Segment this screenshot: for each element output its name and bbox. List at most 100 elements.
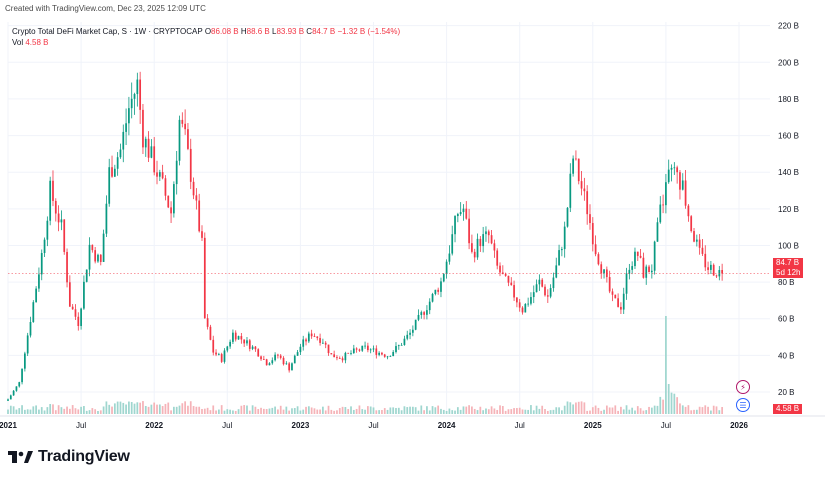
candle-body — [659, 204, 662, 223]
volume-bar — [310, 407, 313, 414]
volume-bar — [636, 406, 639, 414]
volume-bar — [603, 409, 605, 414]
volume-bar — [299, 410, 302, 414]
volume-bar — [561, 410, 563, 414]
tradingview-logo[interactable]: TradingView — [8, 448, 130, 466]
volume-bar — [597, 407, 600, 414]
candle-body — [268, 363, 271, 366]
volume-bar — [650, 407, 653, 414]
candle-body — [656, 222, 659, 242]
candle-body — [12, 390, 15, 396]
us-flag-icon[interactable]: ☰ — [736, 398, 750, 412]
volume-bar — [313, 408, 316, 414]
candle-body — [518, 302, 521, 308]
volume-bar — [83, 406, 85, 414]
y-tick-label: 60 B — [778, 315, 794, 324]
volume-bar — [338, 408, 341, 414]
candle-body — [29, 322, 32, 336]
low-value: 83.93 B — [276, 27, 305, 36]
volume-bar — [282, 409, 285, 414]
volume-bar — [262, 408, 265, 414]
volume-bar — [189, 401, 192, 414]
candle-body — [636, 251, 639, 256]
candle-body — [38, 274, 40, 289]
volume-bar — [108, 404, 111, 414]
volume-bar — [555, 407, 558, 414]
candle-body — [591, 223, 594, 245]
volume-value: 4.58 B — [25, 38, 49, 47]
candle-body — [710, 264, 712, 270]
volume-bar — [240, 405, 243, 414]
volume-bar — [355, 408, 358, 414]
candle-body — [445, 261, 448, 275]
volume-bar — [513, 408, 515, 414]
volume-bar — [54, 410, 57, 414]
candle-body — [516, 297, 518, 303]
candle-body — [622, 293, 625, 310]
volume-bar — [440, 408, 442, 414]
volume-bar — [144, 405, 147, 414]
volume-badge: 4.58 B — [773, 404, 803, 414]
volume-bar — [676, 397, 679, 414]
candle-body — [9, 395, 12, 400]
candle-body — [527, 303, 530, 305]
volume-bar — [459, 409, 462, 414]
volume-bar — [693, 409, 695, 414]
candle-body — [662, 204, 664, 206]
volume-bar — [721, 407, 724, 414]
volume-bar — [209, 410, 212, 414]
symbol-title: Crypto Total DeFi Market Cap, S · 1W · C… — [12, 27, 203, 36]
volume-bar — [158, 404, 161, 414]
volume-bar — [220, 405, 223, 414]
volume-bar — [369, 406, 372, 414]
candle-body — [594, 244, 597, 255]
volume-bar — [710, 410, 712, 414]
candle-body — [712, 264, 715, 276]
candle-body — [496, 250, 499, 266]
candle-body — [133, 94, 136, 99]
candle-body — [111, 167, 113, 177]
candle-body — [577, 158, 580, 182]
volume-bar — [586, 410, 589, 414]
candle-body — [465, 208, 468, 219]
candle-body — [456, 214, 459, 217]
candle-body — [524, 303, 527, 313]
volume-bar — [386, 409, 389, 414]
volume-bar — [487, 409, 490, 414]
candle-body — [493, 243, 496, 251]
lightning-icon[interactable]: ⚡ — [736, 380, 750, 394]
candle-body — [414, 319, 417, 330]
volume-bar — [549, 410, 552, 414]
volume-bar — [46, 407, 49, 414]
volume-bar — [181, 403, 184, 414]
candle-body — [316, 336, 319, 339]
candle-body — [150, 146, 153, 158]
volume-bar — [316, 409, 319, 414]
volume-bar — [38, 409, 40, 414]
volume-bar — [701, 407, 704, 414]
volume-bar — [485, 408, 487, 414]
volume-bar — [88, 410, 91, 414]
candle-body — [68, 282, 71, 307]
candle-body — [459, 212, 462, 215]
candle-body — [158, 172, 161, 177]
volume-bar — [333, 410, 336, 414]
volume-bar — [29, 409, 32, 414]
volume-bar — [496, 409, 499, 414]
x-tick-label: 2024 — [438, 421, 456, 430]
candle-body — [136, 79, 139, 95]
volume-bar — [372, 407, 375, 414]
y-tick-label: 80 B — [778, 278, 794, 287]
volume-bar — [516, 408, 518, 414]
volume-bar — [527, 409, 530, 414]
candle-body — [234, 332, 237, 340]
volume-label: Vol — [12, 38, 24, 47]
volume-bar — [187, 405, 189, 414]
candle-body — [173, 184, 175, 214]
volume-bar — [156, 404, 158, 414]
volume-bar — [715, 406, 718, 414]
volume-bar — [167, 402, 170, 414]
candle-body — [285, 363, 288, 365]
volume-bar — [232, 410, 234, 414]
